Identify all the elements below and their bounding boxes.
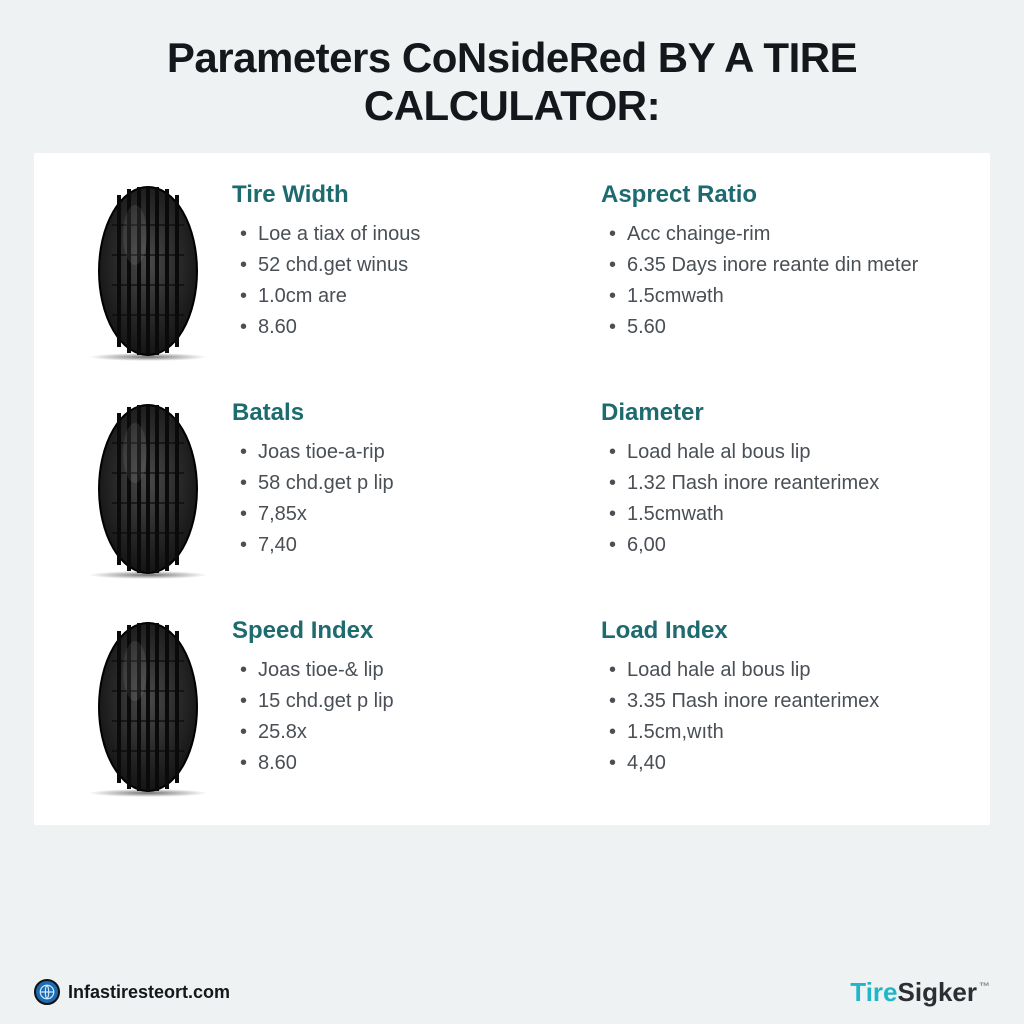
list-item: 6.35 Days inore reante din meter: [607, 250, 960, 281]
param-row: Tire Width Loe a tiax of inous 52 chd.ge…: [64, 181, 960, 361]
param-block: Load Index Load hale al bous lip 3.35 Пa…: [601, 617, 960, 779]
param-list: Load hale al bous lip 3.35 Пash inore re…: [601, 655, 960, 779]
footer: Infastiresteort.com TireSigker™: [0, 970, 1024, 1024]
param-heading: Load Index: [601, 617, 960, 645]
list-item: Acc chainge-rim: [607, 219, 960, 250]
param-list: Joas tioe-& lip 15 chd.get p lip 25.8x 8…: [232, 655, 591, 779]
param-block: Asprect Ratio Acc chainge-rim 6.35 Days …: [601, 181, 960, 343]
param-block: Speed Index Joas tioe-& lip 15 chd.get p…: [232, 617, 591, 779]
list-item: 58 chd.get p lip: [238, 468, 591, 499]
footer-source: Infastiresteort.com: [34, 979, 230, 1005]
list-item: Load hale al bous lip: [607, 437, 960, 468]
list-item: 4,40: [607, 748, 960, 779]
list-item: Loe a tiax of inous: [238, 219, 591, 250]
param-pair: Batals Joas tioe-a-rip 58 chd.get p lip …: [232, 399, 960, 561]
tire-image-col: [64, 181, 232, 361]
list-item: 8.60: [238, 312, 591, 343]
trademark: ™: [979, 981, 990, 993]
tire-image-col: [64, 399, 232, 579]
brand-part-1: Tire: [850, 977, 897, 1008]
list-item: 1.32 Пash inore reanterimex: [607, 468, 960, 499]
list-item: 7,40: [238, 530, 591, 561]
param-row: Speed Index Joas tioe-& lip 15 chd.get p…: [64, 617, 960, 797]
param-block: Batals Joas tioe-a-rip 58 chd.get p lip …: [232, 399, 591, 561]
list-item: Load hale al bous lip: [607, 655, 960, 686]
page-title: Parameters CoNsideRed BY A TIRE CALCULAT…: [0, 0, 1024, 153]
list-item: 1.5cmwath: [607, 499, 960, 530]
parameters-card: Tire Width Loe a tiax of inous 52 chd.ge…: [34, 153, 990, 825]
tire-icon: [97, 185, 199, 357]
param-heading: Tire Width: [232, 181, 591, 209]
list-item: 1.5cm,wıth: [607, 717, 960, 748]
tire-icon: [97, 621, 199, 793]
list-item: 25.8x: [238, 717, 591, 748]
param-heading: Speed Index: [232, 617, 591, 645]
list-item: 7,85x: [238, 499, 591, 530]
list-item: 6,00: [607, 530, 960, 561]
list-item: Joas tioe-a-rip: [238, 437, 591, 468]
brand-part-2: Sigker: [898, 977, 978, 1008]
list-item: 1.5cmwəth: [607, 281, 960, 312]
param-heading: Batals: [232, 399, 591, 427]
list-item: 52 chd.get winus: [238, 250, 591, 281]
param-list: Loe a tiax of inous 52 chd.get winus 1.0…: [232, 219, 591, 343]
footer-source-text: Infastiresteort.com: [68, 982, 230, 1003]
param-heading: Asprect Ratio: [601, 181, 960, 209]
list-item: 5.60: [607, 312, 960, 343]
list-item: 15 chd.get p lip: [238, 686, 591, 717]
param-block: Tire Width Loe a tiax of inous 52 chd.ge…: [232, 181, 591, 343]
list-item: 3.35 Пash inore reanterimex: [607, 686, 960, 717]
param-list: Load hale al bous lip 1.32 Пash inore re…: [601, 437, 960, 561]
param-row: Batals Joas tioe-a-rip 58 chd.get p lip …: [64, 399, 960, 579]
param-pair: Tire Width Loe a tiax of inous 52 chd.ge…: [232, 181, 960, 343]
param-pair: Speed Index Joas tioe-& lip 15 chd.get p…: [232, 617, 960, 779]
tire-image-col: [64, 617, 232, 797]
param-list: Joas tioe-a-rip 58 chd.get p lip 7,85x 7…: [232, 437, 591, 561]
list-item: 8.60: [238, 748, 591, 779]
tire-icon: [97, 403, 199, 575]
list-item: Joas tioe-& lip: [238, 655, 591, 686]
list-item: 1.0cm are: [238, 281, 591, 312]
footer-brand: TireSigker™: [850, 977, 990, 1008]
param-heading: Diameter: [601, 399, 960, 427]
param-block: Diameter Load hale al bous lip 1.32 Пash…: [601, 399, 960, 561]
globe-icon: [34, 979, 60, 1005]
param-list: Acc chainge-rim 6.35 Days inore reante d…: [601, 219, 960, 343]
